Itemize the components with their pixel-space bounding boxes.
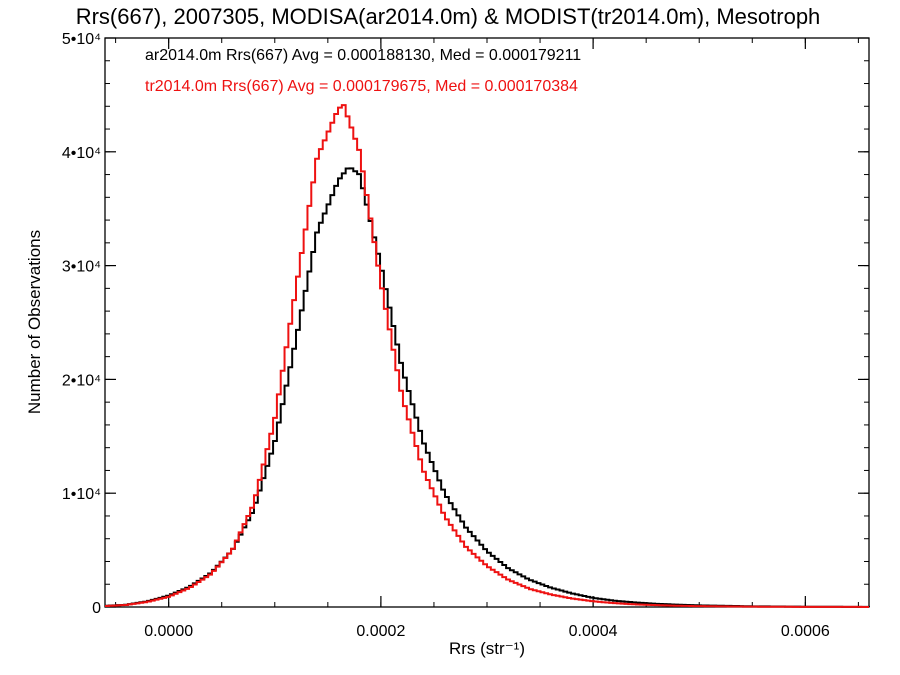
x-tick-label: 0.0006	[781, 623, 830, 640]
plot-frame	[104, 37, 870, 608]
plot-area	[104, 37, 870, 608]
series-annotation-ar: ar2014.0m Rrs(667) Avg = 0.000188130, Me…	[145, 47, 581, 64]
axis-ticks	[105, 37, 869, 608]
chart-title: Rrs(667), 2007305, MODISA(ar2014.0m) & M…	[76, 4, 821, 29]
x-tick-label: 0.0000	[144, 623, 193, 640]
y-tick-label: 3•10⁴	[62, 259, 101, 276]
y-tick-labels: 0 1•10⁴ 2•10⁴ 3•10⁴ 4•10⁴ 5•10⁴	[62, 31, 101, 617]
y-tick-label: 5•10⁴	[62, 31, 101, 48]
x-axis-label: Rrs (str⁻¹)	[449, 639, 525, 658]
series-line-ar2014.0m	[105, 167, 870, 608]
series-layer	[105, 104, 870, 608]
y-axis-label: Number of Observations	[25, 230, 44, 414]
y-tick-label: 1•10⁴	[62, 486, 101, 503]
x-tick-label: 0.0002	[356, 623, 405, 640]
series-line-tr2014.0m	[105, 104, 869, 608]
y-tick-label: 2•10⁴	[62, 372, 101, 389]
y-tick-label: 0	[92, 600, 101, 617]
x-tick-labels: 0.0000 0.0002 0.0004 0.0006	[144, 623, 830, 640]
y-tick-label: 4•10⁴	[62, 145, 101, 162]
series-annotation-tr: tr2014.0m Rrs(667) Avg = 0.000179675, Me…	[145, 78, 578, 95]
x-tick-label: 0.0004	[569, 623, 618, 640]
